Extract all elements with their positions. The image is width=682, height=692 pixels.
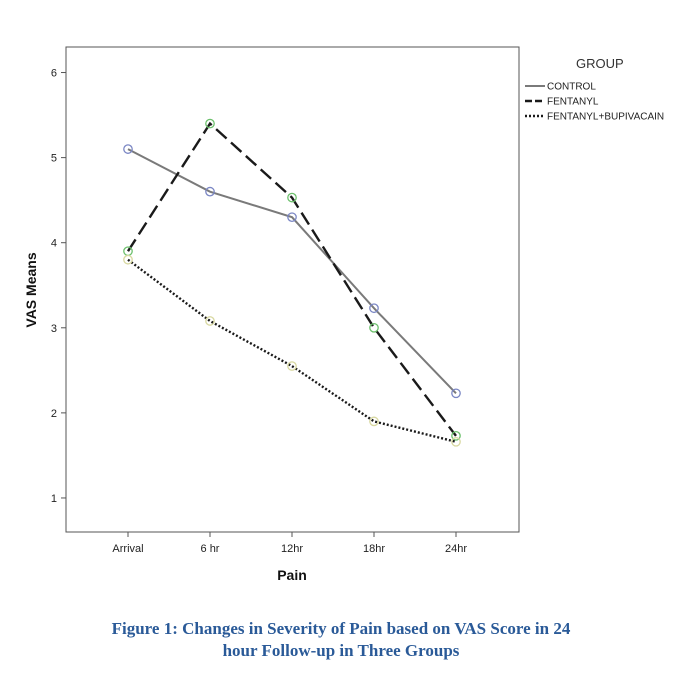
legend-label-2: FENTANYL — [547, 97, 599, 108]
series-2-point — [287, 192, 297, 203]
series-1-point — [205, 186, 215, 197]
y-tick-label: 1 — [51, 493, 57, 505]
y-tick-label: 6 — [51, 68, 57, 80]
x-tick-label: 24hr — [445, 543, 467, 555]
series-3-point — [287, 361, 297, 371]
series-1-point — [123, 144, 133, 154]
y-tick-label: 5 — [51, 153, 57, 165]
series-line-3 — [127, 258, 457, 443]
y-tick-label: 4 — [51, 238, 57, 250]
series-2-point — [369, 322, 379, 333]
series-3-point — [123, 254, 133, 265]
x-axis-title: Pain — [277, 567, 307, 583]
legend-label-3: FENTANYL+BUPIVACAIN — [547, 112, 664, 123]
series-3-point — [205, 316, 215, 326]
caption-line-2: hour Follow-up in Three Groups — [222, 641, 460, 660]
y-axis-title: VAS Means — [23, 252, 39, 327]
x-tick-label: 12hr — [281, 543, 303, 555]
x-tick-label: 6 hr — [201, 543, 220, 555]
series-line-2 — [126, 121, 457, 437]
legend-label-1: CONTROL — [547, 82, 596, 93]
y-tick-label: 2 — [51, 408, 57, 420]
series-layer — [123, 118, 461, 447]
series-1-point — [287, 212, 297, 223]
caption-line-1: Figure 1: Changes in Severity of Pain ba… — [111, 619, 571, 638]
y-axis: 1 2 3 4 5 6 — [51, 68, 66, 505]
series-1-point — [451, 388, 461, 399]
legend: GROUP CONTROL FENTANYL FENTANYL+BUPIVACAIN — [525, 56, 664, 123]
series-line-1 — [127, 148, 457, 395]
x-axis: Arrival 6 hr 12hr 18hr 24hr — [112, 532, 467, 555]
x-tick-label: 18hr — [363, 543, 385, 555]
legend-title: GROUP — [576, 56, 624, 71]
x-tick-label: Arrival — [112, 543, 143, 555]
series-3-point — [369, 416, 379, 427]
series-2-point — [451, 431, 461, 441]
figure-caption: Figure 1: Changes in Severity of Pain ba… — [0, 618, 682, 662]
y-tick-label: 3 — [51, 323, 57, 335]
series-3-point — [451, 436, 461, 447]
series-2-point — [205, 118, 215, 129]
series-1-point — [369, 303, 379, 314]
plot-area — [65, 46, 520, 533]
